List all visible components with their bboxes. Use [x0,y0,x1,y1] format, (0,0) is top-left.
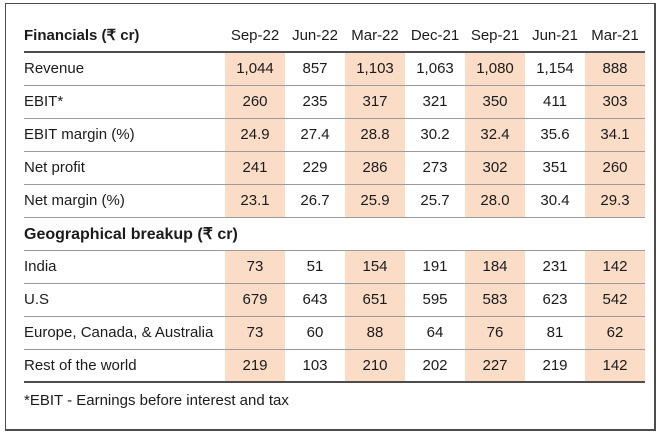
value-cell: 25.7 [405,184,465,218]
table-row: Net profit 241 229 286 273 302 351 260 [24,151,645,185]
table-row: Revenue 1,044 857 1,103 1,063 1,080 1,154 888 [24,52,645,86]
value-cell: 51 [285,250,345,284]
table-row: U.S 679 643 651 595 583 623 542 [24,283,645,317]
table-row: Net margin (%) 23.1 26.7 25.9 25.7 28.0 30.4 29… [24,184,645,218]
value-cell: 28.8 [345,118,405,152]
value-cell: 235 [285,85,345,119]
value-cell: 1,044 [225,52,285,86]
value-cell: 542 [585,283,645,317]
value-cell: 73 [225,316,285,350]
value-cell: 30.2 [405,118,465,152]
value-cell: 643 [285,283,345,317]
row-label: India [24,250,225,284]
section-header: Geographical breakup (₹ cr) [24,217,645,251]
value-cell: 81 [525,316,585,350]
value-cell: 62 [585,316,645,350]
row-label: Rest of the world [24,349,225,383]
row-label: U.S [24,283,225,317]
value-cell: 286 [345,151,405,185]
value-cell: 184 [465,250,525,284]
value-cell: 623 [525,283,585,317]
row-label: EBIT* [24,85,225,119]
row-label: Net profit [24,151,225,185]
table-row: EBIT* 260 235 317 321 350 411 303 [24,85,645,119]
value-cell: 88 [345,316,405,350]
value-cell: 76 [465,316,525,350]
value-cell: 154 [345,250,405,284]
value-cell: 1,063 [405,52,465,86]
value-cell: 651 [345,283,405,317]
header-row: Financials (₹ cr) Sep-22 Jun-22 Mar-22 Dec-… [24,26,645,53]
value-cell: 210 [345,349,405,383]
column-header-mar-22: Mar-22 [345,26,405,53]
value-cell: 219 [525,349,585,383]
value-cell: 1,103 [345,52,405,86]
column-header-jun-21: Jun-21 [525,26,585,53]
section-header-row: Geographical breakup (₹ cr) [24,217,645,251]
value-cell: 273 [405,151,465,185]
financial-table-card: Financials (₹ cr) Sep-22 Jun-22 Mar-22 Dec-… [5,3,656,431]
table-row: Rest of the world 219 103 210 202 227 219 142 [24,349,645,383]
value-cell: 229 [285,151,345,185]
table-header: Financials (₹ cr) Sep-22 Jun-22 Mar-22 Dec-… [24,26,645,53]
value-cell: 317 [345,85,405,119]
value-cell: 888 [585,52,645,86]
value-cell: 142 [585,250,645,284]
value-cell: 23.1 [225,184,285,218]
value-cell: 191 [405,250,465,284]
row-label: Revenue [24,52,225,86]
value-cell: 73 [225,250,285,284]
value-cell: 32.4 [465,118,525,152]
row-label: Europe, Canada, & Australia [24,316,225,350]
value-cell: 321 [405,85,465,119]
value-cell: 260 [225,85,285,119]
value-cell: 34.1 [585,118,645,152]
table-row: India 73 51 154 191 184 231 142 [24,250,645,284]
column-header-dec-21: Dec-21 [405,26,465,53]
row-label: Net margin (%) [24,184,225,218]
value-cell: 241 [225,151,285,185]
value-cell: 35.6 [525,118,585,152]
value-cell: 25.9 [345,184,405,218]
value-cell: 1,080 [465,52,525,86]
column-header-jun-22: Jun-22 [285,26,345,53]
value-cell: 103 [285,349,345,383]
value-cell: 142 [585,349,645,383]
value-cell: 857 [285,52,345,86]
value-cell: 219 [225,349,285,383]
table-row: EBIT margin (%) 24.9 27.4 28.8 30.2 32.4 35.6 3… [24,118,645,152]
table-body: Revenue 1,044 857 1,103 1,063 1,080 1,154 888 EB… [24,52,645,383]
value-cell: 27.4 [285,118,345,152]
value-cell: 260 [585,151,645,185]
value-cell: 29.3 [585,184,645,218]
value-cell: 411 [525,85,585,119]
value-cell: 64 [405,316,465,350]
table-title: Financials (₹ cr) [24,26,225,53]
value-cell: 202 [405,349,465,383]
value-cell: 350 [465,85,525,119]
column-header-sep-21: Sep-21 [465,26,525,53]
row-label: EBIT margin (%) [24,118,225,152]
value-cell: 351 [525,151,585,185]
value-cell: 26.7 [285,184,345,218]
value-cell: 595 [405,283,465,317]
value-cell: 679 [225,283,285,317]
table-row: Europe, Canada, & Australia 73 60 88 64 76 81 6… [24,316,645,350]
footnote: *EBIT - Earnings before interest and tax [24,392,289,409]
value-cell: 28.0 [465,184,525,218]
financials-table: Financials (₹ cr) Sep-22 Jun-22 Mar-22 Dec-… [24,26,645,383]
value-cell: 583 [465,283,525,317]
value-cell: 24.9 [225,118,285,152]
value-cell: 302 [465,151,525,185]
column-header-sep-22: Sep-22 [225,26,285,53]
value-cell: 1,154 [525,52,585,86]
value-cell: 60 [285,316,345,350]
value-cell: 227 [465,349,525,383]
value-cell: 30.4 [525,184,585,218]
value-cell: 303 [585,85,645,119]
column-header-mar-21: Mar-21 [585,26,645,53]
value-cell: 231 [525,250,585,284]
